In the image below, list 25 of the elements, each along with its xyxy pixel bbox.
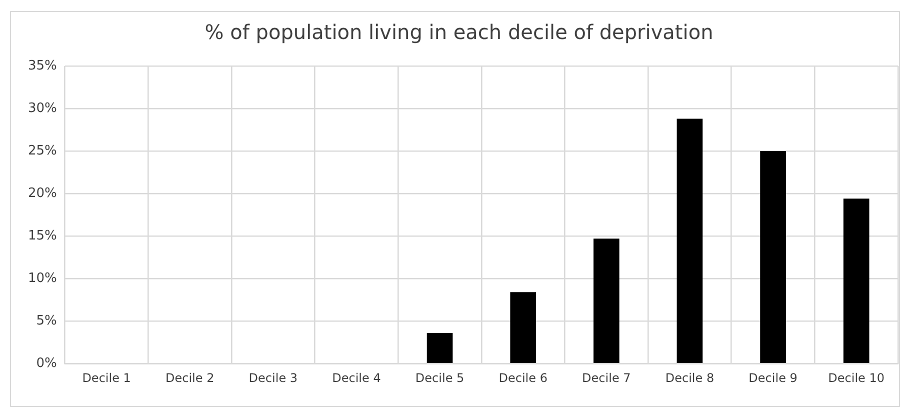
x-tick-label: Decile 8 (665, 370, 714, 385)
x-tick-label: Decile 1 (82, 370, 131, 385)
x-tick-label: Decile 10 (828, 370, 885, 385)
y-tick-label: 25% (28, 143, 57, 158)
y-tick-label: 30% (28, 100, 57, 116)
x-tick-label: Decile 5 (415, 370, 464, 385)
bar (594, 238, 620, 363)
x-tick-label: Decile 4 (332, 370, 381, 385)
bar (843, 198, 870, 363)
bar (760, 151, 786, 363)
x-tick-label: Decile 2 (165, 370, 214, 385)
y-tick-label: 5% (36, 313, 57, 328)
y-tick-label: 15% (28, 228, 57, 244)
y-tick-label: 20% (28, 186, 57, 201)
y-tick-label: 0% (36, 356, 57, 371)
x-tick-label: Decile 3 (248, 370, 298, 385)
y-tick-label: 10% (28, 270, 57, 286)
chart-title: % of population living in each decile of deprivation (204, 20, 714, 44)
bar (426, 332, 453, 363)
bar (510, 292, 536, 363)
x-tick-label: Decile 7 (582, 370, 631, 385)
x-tick-label: Decile 6 (498, 370, 548, 385)
bar (676, 118, 703, 363)
y-tick-label: 35% (28, 58, 57, 74)
x-tick-label: Decile 9 (748, 370, 798, 385)
